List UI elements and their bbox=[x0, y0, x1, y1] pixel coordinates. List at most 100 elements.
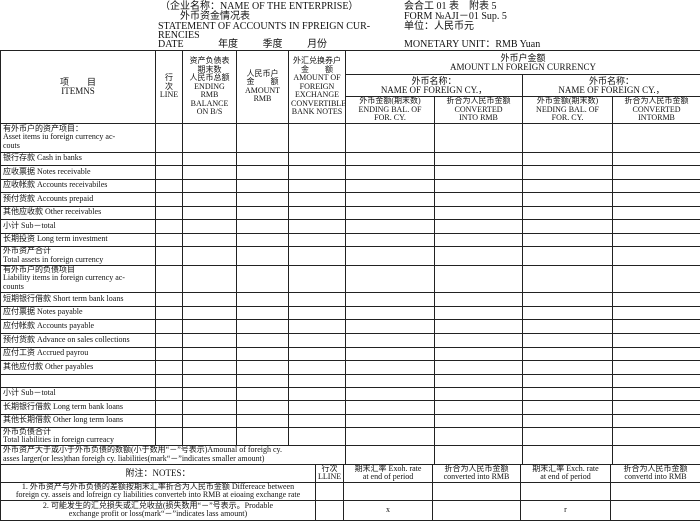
cell[interactable] bbox=[613, 265, 700, 292]
cell[interactable] bbox=[613, 360, 700, 374]
cell[interactable] bbox=[316, 482, 344, 500]
cell[interactable] bbox=[237, 292, 289, 306]
cell[interactable] bbox=[613, 400, 700, 414]
cell[interactable] bbox=[613, 319, 700, 333]
cell[interactable] bbox=[237, 192, 289, 206]
cell[interactable] bbox=[346, 246, 435, 265]
cell[interactable] bbox=[156, 246, 183, 265]
cell[interactable] bbox=[237, 165, 289, 179]
cell[interactable] bbox=[183, 292, 237, 306]
cell[interactable] bbox=[289, 387, 346, 400]
cell[interactable] bbox=[346, 306, 435, 319]
cell[interactable] bbox=[433, 482, 521, 500]
cell[interactable] bbox=[613, 206, 700, 219]
cell[interactable] bbox=[156, 179, 183, 192]
cell[interactable] bbox=[183, 387, 237, 400]
cell[interactable] bbox=[435, 427, 523, 445]
cell[interactable] bbox=[523, 219, 613, 233]
cell[interactable] bbox=[346, 165, 435, 179]
cell[interactable] bbox=[613, 246, 700, 265]
cell[interactable] bbox=[289, 400, 346, 414]
cell[interactable] bbox=[289, 427, 346, 445]
cell[interactable] bbox=[183, 306, 237, 319]
cell[interactable] bbox=[613, 306, 700, 319]
cell[interactable] bbox=[435, 265, 523, 292]
cell[interactable] bbox=[237, 179, 289, 192]
cell[interactable] bbox=[289, 360, 346, 374]
cell[interactable] bbox=[289, 292, 346, 306]
cell[interactable] bbox=[613, 414, 700, 427]
cell[interactable] bbox=[346, 427, 435, 445]
cell[interactable] bbox=[237, 233, 289, 246]
cell[interactable] bbox=[237, 360, 289, 374]
cell[interactable] bbox=[156, 374, 183, 387]
cell[interactable] bbox=[613, 445, 700, 464]
cell[interactable] bbox=[523, 374, 613, 387]
cell[interactable] bbox=[435, 414, 523, 427]
cell[interactable] bbox=[523, 265, 613, 292]
cell[interactable] bbox=[237, 333, 289, 347]
cell[interactable] bbox=[346, 233, 435, 246]
cell[interactable] bbox=[156, 414, 183, 427]
cell[interactable] bbox=[346, 152, 435, 165]
cell[interactable] bbox=[237, 206, 289, 219]
cell[interactable] bbox=[523, 165, 613, 179]
cell[interactable] bbox=[346, 219, 435, 233]
cell[interactable] bbox=[613, 333, 700, 347]
cell[interactable] bbox=[183, 427, 237, 445]
cell[interactable] bbox=[613, 123, 700, 152]
cell[interactable] bbox=[346, 347, 435, 360]
cell[interactable] bbox=[346, 445, 435, 464]
cell[interactable] bbox=[183, 360, 237, 374]
cell[interactable] bbox=[523, 445, 613, 464]
cell[interactable] bbox=[613, 165, 700, 179]
cell[interactable] bbox=[346, 265, 435, 292]
cell[interactable] bbox=[156, 165, 183, 179]
cell[interactable] bbox=[346, 192, 435, 206]
cell[interactable] bbox=[435, 333, 523, 347]
cell[interactable] bbox=[156, 400, 183, 414]
cell[interactable] bbox=[156, 123, 183, 152]
cell[interactable] bbox=[435, 292, 523, 306]
cell[interactable] bbox=[183, 400, 237, 414]
cell[interactable] bbox=[237, 306, 289, 319]
cell[interactable] bbox=[289, 414, 346, 427]
cell[interactable] bbox=[183, 165, 237, 179]
cell[interactable] bbox=[523, 347, 613, 360]
cell[interactable] bbox=[435, 152, 523, 165]
cell[interactable] bbox=[156, 152, 183, 165]
cell[interactable] bbox=[183, 152, 237, 165]
cell[interactable] bbox=[346, 179, 435, 192]
cell[interactable] bbox=[435, 206, 523, 219]
cell[interactable] bbox=[523, 360, 613, 374]
cell[interactable] bbox=[435, 219, 523, 233]
cell[interactable] bbox=[435, 387, 523, 400]
cell[interactable] bbox=[523, 427, 613, 445]
cell[interactable] bbox=[611, 500, 700, 520]
cell[interactable] bbox=[523, 292, 613, 306]
cell[interactable] bbox=[613, 152, 700, 165]
cell[interactable] bbox=[289, 265, 346, 292]
cell[interactable] bbox=[435, 445, 523, 464]
cell[interactable] bbox=[613, 387, 700, 400]
cell[interactable] bbox=[289, 246, 346, 265]
cell[interactable] bbox=[289, 219, 346, 233]
cell[interactable] bbox=[289, 306, 346, 319]
cell[interactable] bbox=[289, 165, 346, 179]
cell[interactable] bbox=[183, 319, 237, 333]
cell[interactable] bbox=[523, 414, 613, 427]
cell[interactable] bbox=[183, 333, 237, 347]
cell[interactable] bbox=[435, 319, 523, 333]
cell[interactable] bbox=[156, 427, 183, 445]
cell[interactable] bbox=[289, 123, 346, 152]
cell[interactable] bbox=[289, 319, 346, 333]
cell[interactable] bbox=[346, 333, 435, 347]
cell[interactable] bbox=[237, 219, 289, 233]
cell[interactable] bbox=[237, 319, 289, 333]
cell[interactable] bbox=[183, 233, 237, 246]
cell[interactable] bbox=[156, 387, 183, 400]
cell[interactable] bbox=[523, 333, 613, 347]
cell[interactable] bbox=[346, 292, 435, 306]
cell[interactable] bbox=[346, 374, 435, 387]
cell[interactable] bbox=[156, 333, 183, 347]
